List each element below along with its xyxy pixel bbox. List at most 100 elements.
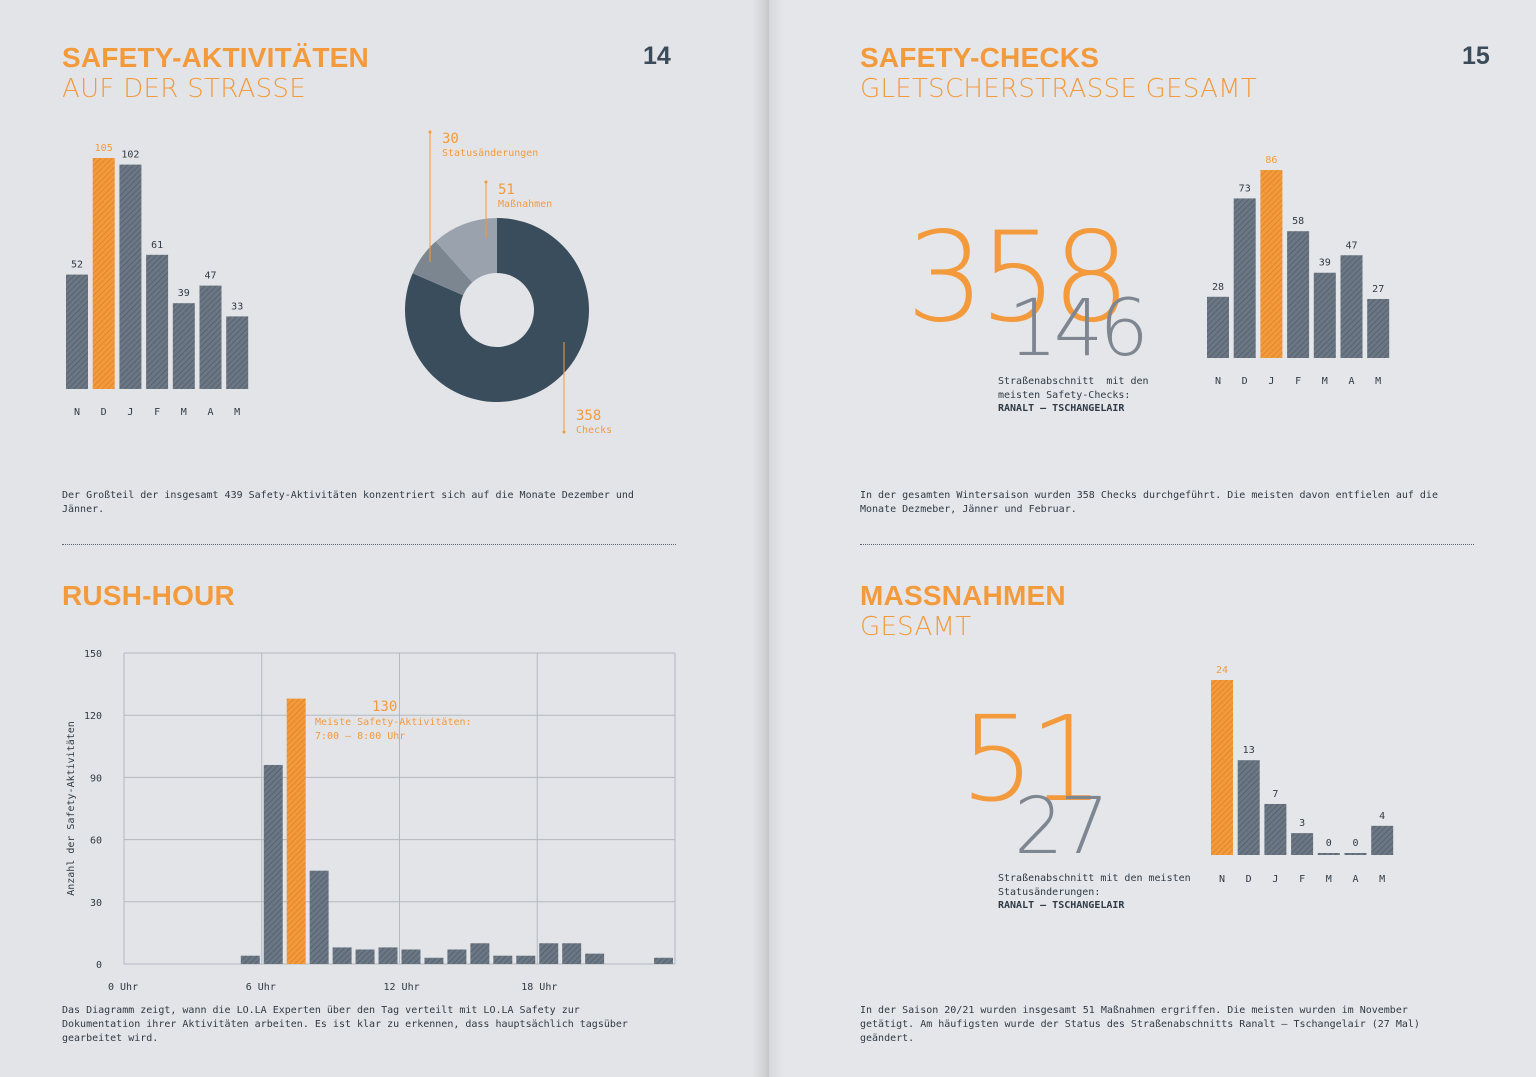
bar-4 bbox=[1313, 272, 1336, 358]
month-label-4: M bbox=[181, 407, 187, 418]
month-label-5: A bbox=[207, 407, 213, 418]
month-label-1: D bbox=[101, 407, 107, 418]
x-tick-label-0: 0 Uhr bbox=[108, 982, 138, 993]
bar-value-label-4: 39 bbox=[178, 288, 190, 299]
checks-caption-section: RANALT – TSCHANGELAIR bbox=[998, 403, 1125, 414]
rush-bar-15 bbox=[470, 943, 490, 964]
bar-0 bbox=[66, 274, 88, 389]
bar-value-label-2: 102 bbox=[121, 150, 139, 161]
bar-4 bbox=[172, 303, 195, 389]
month-label-2: J bbox=[127, 407, 133, 418]
page15-title-light: GLETSCHERSTRASSE GESAMT bbox=[860, 74, 1258, 104]
x-tick-label-3: 18 Uhr bbox=[521, 982, 557, 993]
bar-2 bbox=[1264, 803, 1287, 855]
y-tick-label-3: 90 bbox=[90, 773, 102, 784]
month-label-6: M bbox=[1379, 874, 1385, 885]
massnahmen-leader-dot bbox=[484, 180, 488, 184]
massnahmen-bar-chart: 24 N 13 D 7 J 3 F 0 M 0 A 4 M bbox=[1211, 665, 1394, 885]
rush-hour-chart: 130 Meiste Safety-Aktivitäten: 7:00 – 8:… bbox=[66, 649, 676, 993]
checks-caption-line1: Straßenabschnitt mit den bbox=[998, 376, 1149, 387]
rush-hour-text: Das Diagramm zeigt, wann die LO.LA Exper… bbox=[62, 1005, 628, 1044]
rush-bar-10 bbox=[355, 949, 375, 964]
bar-value-label-1: 13 bbox=[1243, 745, 1255, 756]
month-label-4: M bbox=[1322, 376, 1328, 387]
bar-1 bbox=[1233, 198, 1256, 358]
x-tick-label-2: 12 Uhr bbox=[384, 982, 420, 993]
massnahmen-section-number: 27 bbox=[1014, 782, 1109, 872]
month-label-3: F bbox=[1299, 874, 1305, 885]
bar-value-label-0: 28 bbox=[1212, 282, 1224, 293]
rush-bar-16 bbox=[493, 955, 513, 964]
bar-2 bbox=[1260, 170, 1283, 358]
page14-title-bold: SAFETY-AKTIVITÄTEN bbox=[62, 42, 369, 73]
y-tick-label-0: 0 bbox=[96, 960, 102, 971]
bar-5 bbox=[1344, 853, 1367, 855]
month-label-2: J bbox=[1268, 376, 1274, 387]
bar-value-label-3: 58 bbox=[1292, 216, 1304, 227]
month-label-4: M bbox=[1326, 874, 1332, 885]
rush-hour-title: RUSH-HOUR bbox=[62, 580, 235, 611]
statusaenderungen-value: 30 bbox=[442, 131, 459, 147]
page15-summary-text: In der gesamten Wintersaison wurden 358 … bbox=[860, 490, 1438, 515]
month-label-0: N bbox=[74, 407, 80, 418]
section-divider bbox=[62, 544, 676, 545]
bar-value-label-6: 33 bbox=[231, 301, 243, 312]
y-tick-label-4: 120 bbox=[84, 711, 102, 722]
activities-donut-chart: 439 30 Statusänderungen 51 Maßnahmen 358… bbox=[405, 130, 612, 436]
bar-value-label-5: 0 bbox=[1352, 838, 1358, 849]
bar-value-label-6: 4 bbox=[1379, 811, 1385, 822]
section-divider-right bbox=[860, 544, 1474, 545]
rush-bar-18 bbox=[539, 943, 559, 964]
y-tick-label-5: 150 bbox=[84, 649, 102, 660]
statusaenderungen-leader-dot bbox=[428, 130, 432, 134]
bar-1 bbox=[1237, 760, 1260, 855]
month-label-3: F bbox=[154, 407, 160, 418]
rush-bar-9 bbox=[332, 947, 352, 964]
bar-value-label-4: 39 bbox=[1319, 258, 1331, 269]
massnahmen-big-number: 51 bbox=[960, 690, 1104, 828]
y-axis-label: Anzahl der Safety-Aktivitäten bbox=[66, 721, 77, 896]
month-label-1: D bbox=[1242, 376, 1248, 387]
month-label-0: N bbox=[1215, 376, 1221, 387]
bar-value-label-0: 24 bbox=[1216, 665, 1228, 676]
page-15: SAFETY-CHECKS GLETSCHERSTRASSE GESAMT 15… bbox=[768, 0, 1536, 1077]
bar-value-label-0: 52 bbox=[71, 260, 83, 271]
page14-title-light: AUF DER STRASSE bbox=[62, 74, 306, 104]
rush-bar-5 bbox=[240, 955, 260, 964]
checks-bar-chart: 28 N 73 D 86 J 58 F 39 M 47 A 27 M bbox=[1207, 155, 1390, 387]
book-fold-shadow bbox=[752, 0, 784, 1077]
page-number-15: 15 bbox=[1462, 42, 1490, 70]
massnahmen-caption-section: RANALT – TSCHANGELAIR bbox=[998, 900, 1125, 911]
month-label-5: A bbox=[1352, 874, 1358, 885]
checks-leader-dot bbox=[562, 430, 566, 434]
bar-value-label-1: 105 bbox=[95, 143, 113, 154]
rush-bar-13 bbox=[424, 957, 444, 964]
month-label-2: J bbox=[1272, 874, 1278, 885]
bar-1 bbox=[92, 158, 115, 389]
rush-bar-7 bbox=[286, 698, 306, 964]
y-tick-label-1: 30 bbox=[90, 898, 102, 909]
rush-bar-8 bbox=[309, 870, 329, 964]
rush-bar-17 bbox=[516, 955, 536, 964]
bar-6 bbox=[1371, 825, 1394, 855]
checks-big-number: 358 bbox=[906, 206, 1131, 350]
month-label-1: D bbox=[1246, 874, 1252, 885]
bar-value-label-1: 73 bbox=[1239, 183, 1251, 194]
checks-label: Checks bbox=[576, 425, 612, 436]
bar-value-label-5: 47 bbox=[204, 271, 216, 282]
month-label-6: M bbox=[1375, 376, 1381, 387]
massnahmen-caption-line1: Straßenabschnitt mit den meisten bbox=[998, 873, 1191, 884]
month-label-5: A bbox=[1348, 376, 1354, 387]
massnahmen-value: 51 bbox=[498, 182, 515, 198]
checks-value: 358 bbox=[576, 408, 601, 424]
activities-bar-chart: 52 N 105 D 102 J 61 F 39 M 47 A 33 M bbox=[66, 143, 249, 418]
donut-segment-checks bbox=[405, 218, 589, 402]
rush-annotation-value: 130 bbox=[372, 699, 397, 715]
x-tick-label-1: 6 Uhr bbox=[246, 982, 276, 993]
bar-3 bbox=[146, 254, 169, 389]
bar-6 bbox=[226, 316, 249, 389]
rush-grid bbox=[123, 652, 676, 965]
statusaenderungen-label: Statusänderungen bbox=[442, 148, 538, 159]
massnahmen-title-light: GESAMT bbox=[860, 612, 972, 642]
page-number-14: 14 bbox=[643, 42, 671, 70]
